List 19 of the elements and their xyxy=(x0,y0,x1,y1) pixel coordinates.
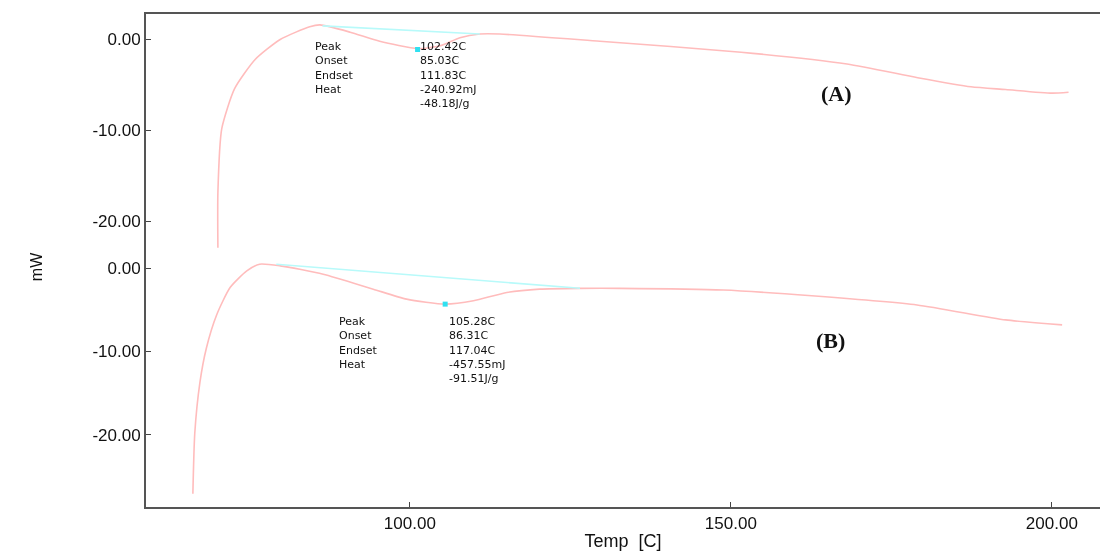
line-series xyxy=(192,263,1063,495)
x-axis-title: Temp [C] xyxy=(584,531,662,551)
annotation: (B) xyxy=(816,328,846,353)
y-tick-label: -10.00 xyxy=(92,121,141,141)
y-tick-label: 0.00 xyxy=(107,259,141,279)
annotation: 102.42C 85.03C 111.83C -240.92mJ -48.18J/g xyxy=(420,40,477,111)
annotation: (A) xyxy=(821,81,852,106)
y-tick-label: -20.00 xyxy=(92,212,141,232)
y-tick-label: -20.00 xyxy=(92,425,141,445)
x-tick-label: 200.00 xyxy=(1025,514,1078,534)
annotation: Peak Onset Endset Heat xyxy=(339,315,378,371)
annotation: Peak Onset Endset Heat xyxy=(315,40,354,96)
y-axis-title: mW xyxy=(28,251,46,282)
y-tick-label: -10.00 xyxy=(92,342,141,362)
x-tick-label: 100.00 xyxy=(383,514,436,534)
annotation: 105.28C 86.31C 117.04C -457.55mJ -91.51J/g xyxy=(449,315,506,386)
y-tick-label: 0.00 xyxy=(107,30,141,50)
x-tick-label: 150.00 xyxy=(704,514,757,534)
line-series xyxy=(216,24,1070,249)
